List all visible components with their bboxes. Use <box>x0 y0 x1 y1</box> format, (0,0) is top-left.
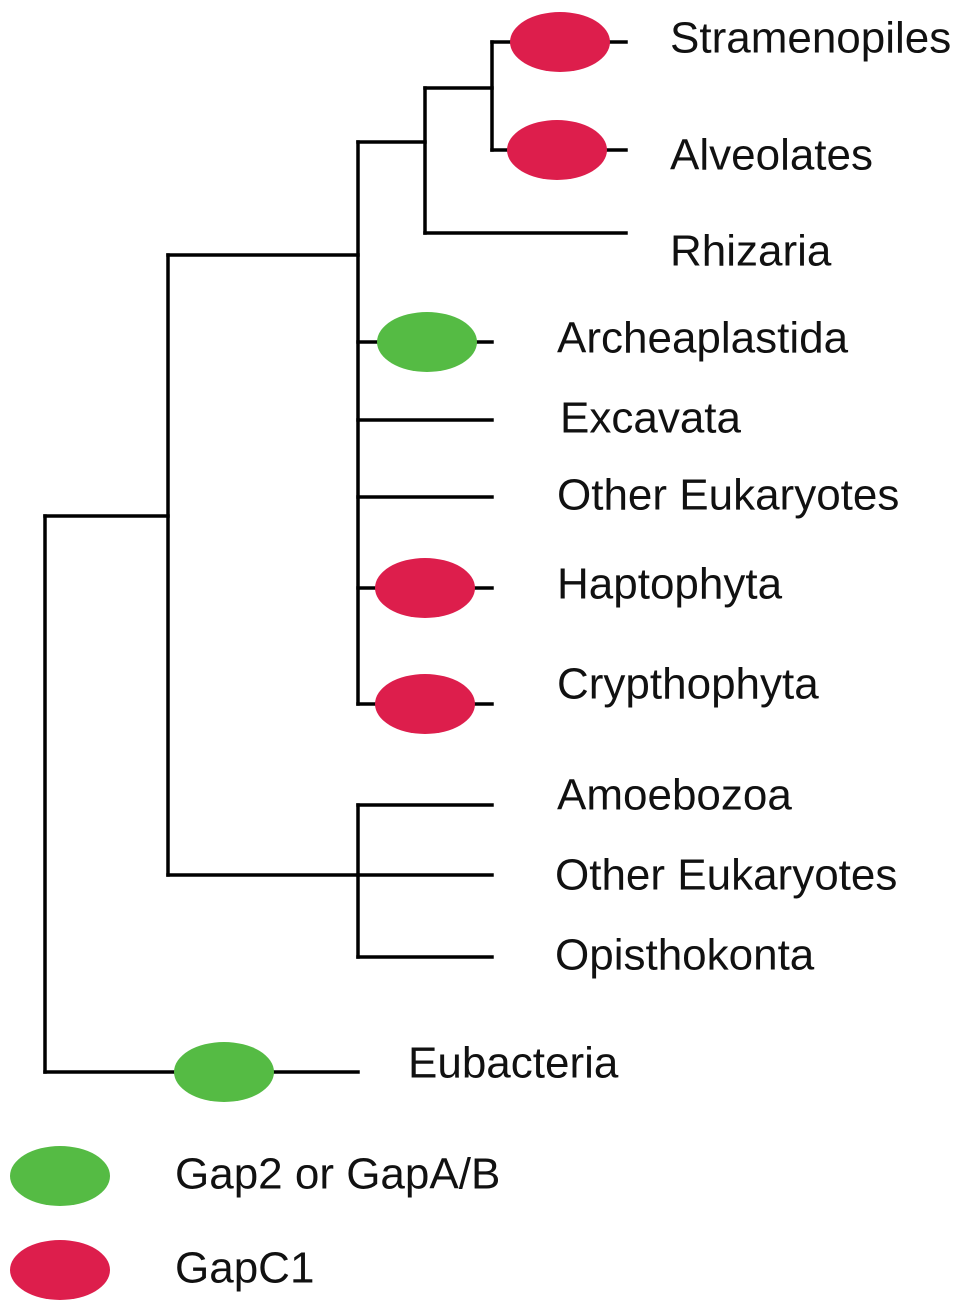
label-excavata: Excavata <box>560 394 742 443</box>
legend-gap2-label: Gap2 or GapA/B <box>175 1150 500 1199</box>
label-other-eukaryotes-2: Other Eukaryotes <box>555 851 897 900</box>
label-rhizaria: Rhizaria <box>670 227 832 276</box>
alveolates-gapc1-marker <box>507 120 607 180</box>
label-stramenopiles: Stramenopiles <box>670 14 951 63</box>
stramenopiles-gapc1-marker <box>510 12 610 72</box>
label-archeaplastida: Archeaplastida <box>557 314 849 363</box>
label-eubacteria: Eubacteria <box>408 1039 619 1088</box>
legend: Gap2 or GapA/B GapC1 <box>10 1146 500 1300</box>
label-amoebozoa: Amoebozoa <box>557 771 792 820</box>
label-crypthophyta: Crypthophyta <box>557 660 819 709</box>
label-alveolates: Alveolates <box>670 131 873 180</box>
label-haptophyta: Haptophyta <box>557 560 783 609</box>
archeaplastida-gap2-marker <box>377 312 477 372</box>
legend-gapc1-label: GapC1 <box>175 1244 314 1293</box>
crypthophyta-gapc1-marker <box>375 674 475 734</box>
haptophyta-gapc1-marker <box>375 558 475 618</box>
tree-branches <box>43 40 628 1074</box>
eubacteria-gap2-marker <box>174 1042 274 1102</box>
taxon-labels: Stramenopiles Alveolates Rhizaria Archea… <box>408 14 951 1088</box>
label-other-eukaryotes-1: Other Eukaryotes <box>557 471 899 520</box>
label-opisthokonta: Opisthokonta <box>555 931 815 980</box>
legend-gapc1-swatch <box>10 1240 110 1300</box>
gene-markers <box>174 12 610 1102</box>
legend-gap2-swatch <box>10 1146 110 1206</box>
